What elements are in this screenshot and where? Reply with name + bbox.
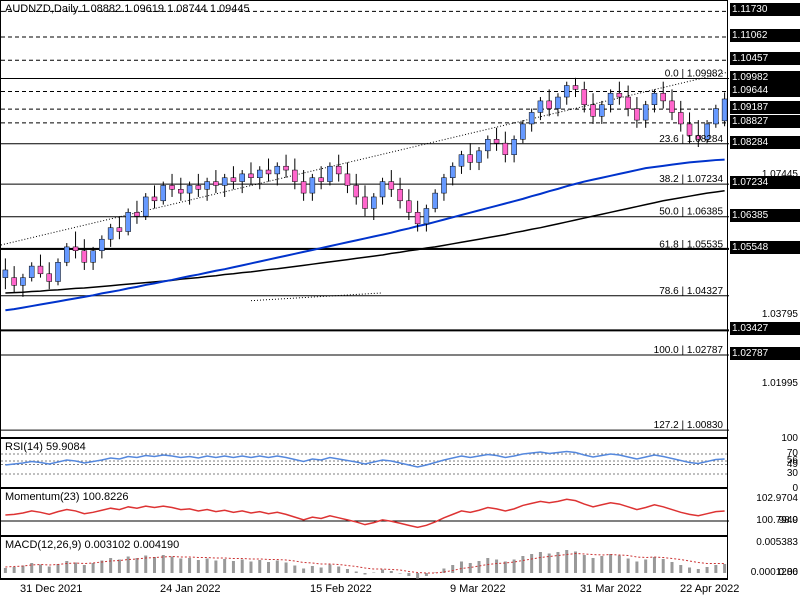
price-axis: 1.117301.110621.104571.099821.096441.091…	[728, 0, 800, 600]
main-price-chart[interactable]: AUDNZD,Daily 1.08882 1.09619 1.08744 1.0…	[0, 0, 728, 438]
rsi-label: RSI(14) 59.9084	[5, 441, 86, 453]
svg-text:23.6 | 1.08284: 23.6 | 1.08284	[659, 134, 723, 145]
momentum-panel[interactable]: Momentum(23) 100.8226	[0, 488, 728, 536]
svg-text:100.0 | 1.02787: 100.0 | 1.02787	[654, 345, 724, 356]
macd-label: MACD(12,26,9) 0.003102 0.004190	[5, 539, 179, 551]
symbol-title: AUDNZD,Daily 1.08882 1.09619 1.08744 1.0…	[5, 3, 250, 15]
macd-panel[interactable]: MACD(12,26,9) 0.003102 0.004190	[0, 536, 728, 579]
svg-text:78.6 | 1.04327: 78.6 | 1.04327	[659, 286, 723, 297]
date-axis: 31 Dec 202124 Jan 202215 Feb 20229 Mar 2…	[0, 579, 728, 600]
svg-text:127.2 | 1.00830: 127.2 | 1.00830	[654, 420, 724, 431]
svg-text:38.2 | 1.07234: 38.2 | 1.07234	[659, 174, 723, 185]
svg-text:0.0 | 1.09982: 0.0 | 1.09982	[665, 69, 724, 80]
svg-text:61.8 | 1.05535: 61.8 | 1.05535	[659, 239, 723, 250]
momentum-label: Momentum(23) 100.8226	[5, 491, 129, 503]
rsi-panel[interactable]: RSI(14) 59.9084	[0, 438, 728, 488]
svg-text:50.0 | 1.06385: 50.0 | 1.06385	[659, 207, 723, 218]
